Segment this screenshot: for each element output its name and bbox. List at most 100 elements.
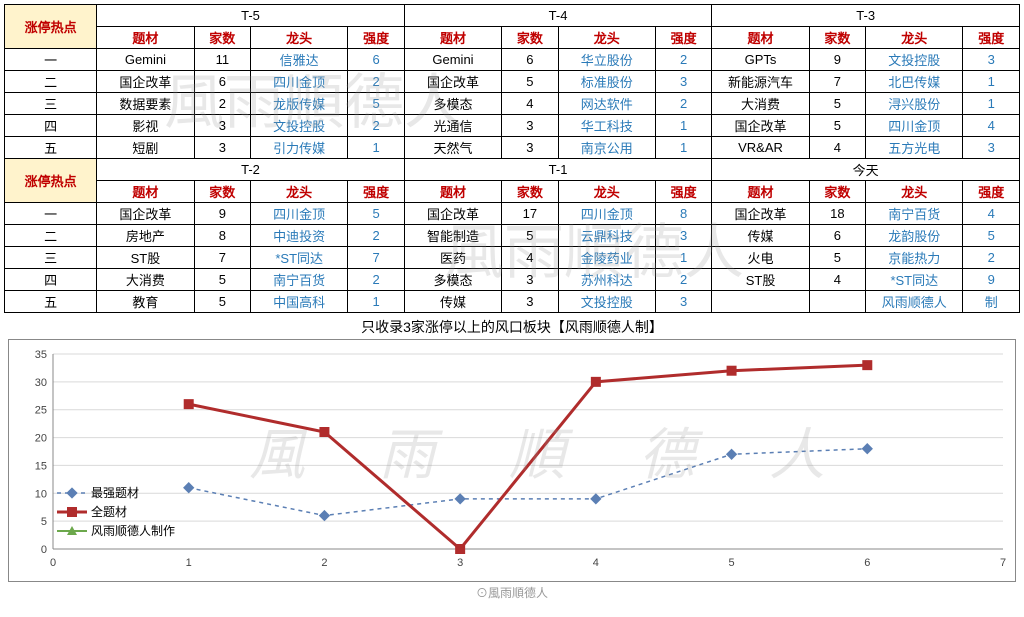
- data-cell: 5: [194, 291, 250, 313]
- col-header: 题材: [712, 27, 809, 49]
- data-cell: 国企改革: [404, 203, 501, 225]
- col-header: 强度: [963, 27, 1020, 49]
- data-cell: 17: [502, 203, 558, 225]
- data-cell: 5: [348, 93, 404, 115]
- col-header: 家数: [502, 27, 558, 49]
- data-cell: 文投控股: [866, 49, 963, 71]
- footer-watermark: ⊙風雨順德人: [4, 584, 1020, 601]
- data-cell: 2: [963, 247, 1020, 269]
- data-cell: 9: [809, 49, 865, 71]
- col-header: 强度: [963, 181, 1020, 203]
- data-cell: 6: [348, 49, 404, 71]
- col-header: 龙头: [866, 181, 963, 203]
- data-cell: 国企改革: [97, 203, 194, 225]
- data-cell: 4: [963, 115, 1020, 137]
- svg-text:0: 0: [50, 557, 56, 569]
- col-header: 龙头: [251, 27, 348, 49]
- data-cell: 5: [809, 93, 865, 115]
- data-cell: 1: [348, 137, 404, 159]
- data-cell: 5: [194, 269, 250, 291]
- col-header: 龙头: [866, 27, 963, 49]
- data-cell: 国企改革: [712, 203, 809, 225]
- data-cell: 文投控股: [558, 291, 655, 313]
- data-cell: ST股: [97, 247, 194, 269]
- hotspot-table-2: 涨停热点 T-2 T-1 今天 题材家数龙头强度题材家数龙头强度题材家数龙头强度…: [4, 158, 1020, 313]
- data-cell: 3: [502, 137, 558, 159]
- data-cell: 传媒: [712, 225, 809, 247]
- data-cell: 5: [348, 203, 404, 225]
- chart-legend: 最强题材全题材风雨顺德人制作: [57, 482, 175, 541]
- data-cell: 7: [348, 247, 404, 269]
- data-cell: 1: [655, 137, 711, 159]
- data-cell: VR&AR: [712, 137, 809, 159]
- col-header: 题材: [404, 181, 501, 203]
- data-cell: 2: [348, 269, 404, 291]
- data-cell: 教育: [97, 291, 194, 313]
- period-header: T-1: [404, 159, 712, 181]
- data-cell: 4: [809, 269, 865, 291]
- data-cell: 6: [502, 49, 558, 71]
- period-header: T-2: [97, 159, 405, 181]
- data-cell: 6: [194, 71, 250, 93]
- row-label: 三: [5, 247, 97, 269]
- period-header: 今天: [712, 159, 1020, 181]
- svg-text:10: 10: [35, 488, 47, 500]
- row-label: 四: [5, 269, 97, 291]
- period-header: T-5: [97, 5, 405, 27]
- svg-text:25: 25: [35, 405, 47, 417]
- data-cell: 2: [194, 93, 250, 115]
- data-cell: 南宁百货: [251, 269, 348, 291]
- row-label: 二: [5, 71, 97, 93]
- period-header: T-4: [404, 5, 712, 27]
- data-cell: 传媒: [404, 291, 501, 313]
- data-cell: 5: [963, 225, 1020, 247]
- col-header: 强度: [655, 27, 711, 49]
- col-header: 家数: [194, 181, 250, 203]
- data-cell: 1: [963, 93, 1020, 115]
- hotspot-label: 涨停热点: [5, 159, 97, 203]
- data-cell: 智能制造: [404, 225, 501, 247]
- data-cell: 1: [655, 247, 711, 269]
- data-cell: GPTs: [712, 49, 809, 71]
- chart-container: 風 雨 順 德 人 0510152025303501234567 最强题材全题材…: [8, 339, 1016, 582]
- data-cell: 制: [963, 291, 1020, 313]
- svg-text:2: 2: [321, 557, 327, 569]
- data-cell: 7: [809, 71, 865, 93]
- data-cell: 3: [194, 115, 250, 137]
- data-cell: 引力传媒: [251, 137, 348, 159]
- data-cell: 短剧: [97, 137, 194, 159]
- col-header: 题材: [404, 27, 501, 49]
- period-header: T-3: [712, 5, 1020, 27]
- data-cell: 5: [809, 115, 865, 137]
- data-cell: 国企改革: [712, 115, 809, 137]
- data-cell: 五方光电: [866, 137, 963, 159]
- col-header: 龙头: [558, 27, 655, 49]
- data-cell: ST股: [712, 269, 809, 291]
- data-cell: 国企改革: [404, 71, 501, 93]
- data-cell: 影视: [97, 115, 194, 137]
- data-cell: 8: [655, 203, 711, 225]
- row-label: 二: [5, 225, 97, 247]
- data-cell: 四川金顶: [866, 115, 963, 137]
- data-cell: 四川金顶: [251, 71, 348, 93]
- legend-item: 最强题材: [57, 484, 175, 501]
- data-cell: 南宁百货: [866, 203, 963, 225]
- data-cell: 4: [963, 203, 1020, 225]
- legend-item: 风雨顺德人制作: [57, 522, 175, 539]
- data-cell: 南京公用: [558, 137, 655, 159]
- data-cell: 国企改革: [97, 71, 194, 93]
- data-cell: 多模态: [404, 269, 501, 291]
- svg-text:35: 35: [35, 349, 47, 361]
- data-cell: 多模态: [404, 93, 501, 115]
- data-cell: 1: [348, 291, 404, 313]
- data-cell: 华工科技: [558, 115, 655, 137]
- col-header: 强度: [348, 181, 404, 203]
- data-cell: 网达软件: [558, 93, 655, 115]
- data-cell: 3: [655, 225, 711, 247]
- hotspot-label: 涨停热点: [5, 5, 97, 49]
- data-cell: 2: [655, 49, 711, 71]
- data-cell: 2: [348, 115, 404, 137]
- data-cell: 房地产: [97, 225, 194, 247]
- data-cell: 金陵药业: [558, 247, 655, 269]
- data-cell: 标准股份: [558, 71, 655, 93]
